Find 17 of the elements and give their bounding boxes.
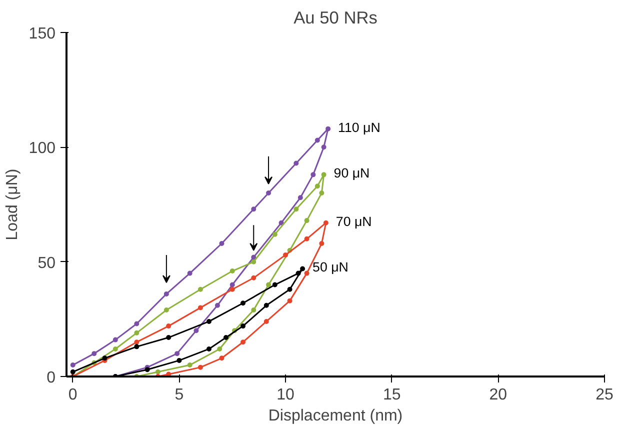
x-axis-title: Displacement (nm) bbox=[268, 408, 403, 424]
series-label: 90 μN bbox=[334, 166, 370, 181]
y-axis-title: Load (μN) bbox=[4, 168, 21, 240]
y-tick-label: 150 bbox=[28, 26, 56, 42]
y-tick-label: 100 bbox=[28, 140, 56, 158]
series-label: 70 μN bbox=[336, 214, 372, 229]
series-label: 110 μN bbox=[338, 120, 380, 135]
x-tick-label: 5 bbox=[174, 386, 184, 404]
x-tick-label: 25 bbox=[596, 386, 614, 404]
x-tick-label: 10 bbox=[276, 386, 295, 404]
chart-title: Au 50 NRs bbox=[294, 8, 378, 28]
y-tick-label: 0 bbox=[46, 370, 56, 386]
x-tick-label: 15 bbox=[382, 386, 401, 404]
x-tick-label: 20 bbox=[489, 386, 508, 404]
y-tick-label: 50 bbox=[38, 254, 56, 272]
series-label: 50 μN bbox=[312, 260, 348, 275]
x-tick-label: 0 bbox=[68, 386, 78, 404]
